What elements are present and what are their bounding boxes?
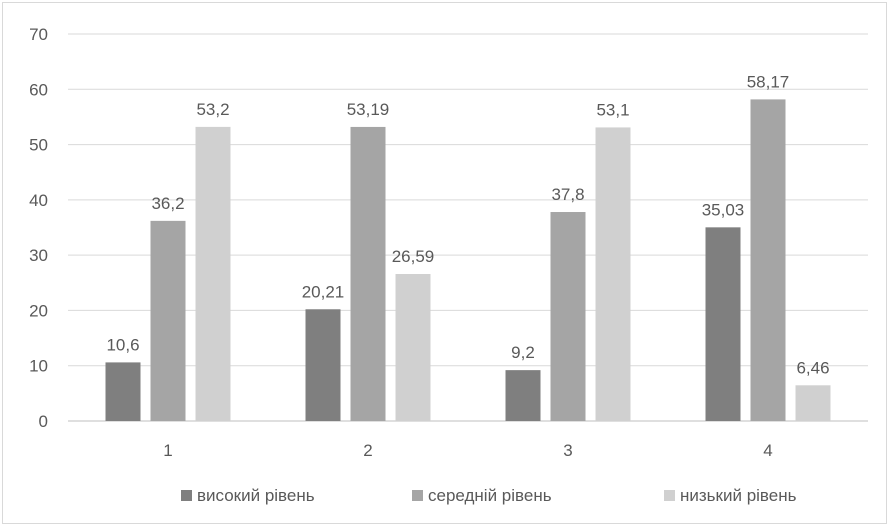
y-tick-label: 70 xyxy=(29,25,48,44)
bar xyxy=(150,220,186,421)
y-tick-label: 20 xyxy=(29,301,48,320)
bar xyxy=(705,227,741,421)
y-axis-ticks: 0 10 20 30 40 50 60 70 xyxy=(29,25,48,431)
bar xyxy=(550,212,586,421)
data-label: 53,2 xyxy=(196,100,229,119)
bar xyxy=(505,370,541,421)
data-label: 58,17 xyxy=(747,72,790,91)
bar xyxy=(395,273,431,421)
data-label: 53,19 xyxy=(347,100,390,119)
data-labels: 10,6 36,2 53,2 20,21 53,19 26,59 9,2 37,8 53,1 35… xyxy=(106,72,829,377)
x-tick-label: 4 xyxy=(763,441,772,460)
bar xyxy=(195,126,231,421)
y-tick-label: 40 xyxy=(29,191,48,210)
bars xyxy=(105,99,831,421)
legend-swatch xyxy=(664,490,675,501)
legend-swatch xyxy=(412,490,423,501)
bar xyxy=(305,309,341,421)
legend-label: високий рівень xyxy=(197,486,315,505)
y-tick-label: 10 xyxy=(29,357,48,376)
data-label: 10,6 xyxy=(106,335,139,354)
bar xyxy=(105,362,141,421)
legend: високий рівень середній рівень низький рів… xyxy=(181,486,797,505)
y-tick-label: 50 xyxy=(29,136,48,155)
x-tick-label: 2 xyxy=(363,441,372,460)
x-tick-label: 1 xyxy=(163,441,172,460)
data-label: 53,1 xyxy=(596,100,629,119)
bar xyxy=(350,126,386,421)
data-label: 6,46 xyxy=(796,358,829,377)
legend-label: середній рівень xyxy=(428,486,552,505)
data-label: 37,8 xyxy=(551,185,584,204)
x-axis-ticks: 1 2 3 4 xyxy=(163,441,772,460)
legend-label: низький рівень xyxy=(680,486,797,505)
data-label: 26,59 xyxy=(392,247,435,266)
gridlines xyxy=(68,33,868,422)
bar xyxy=(750,99,786,421)
x-tick-label: 3 xyxy=(563,441,572,460)
y-tick-label: 30 xyxy=(29,246,48,265)
bar xyxy=(795,385,831,421)
data-label: 9,2 xyxy=(511,343,535,362)
data-label: 20,21 xyxy=(302,282,345,301)
bar xyxy=(595,127,631,421)
data-label: 35,03 xyxy=(702,200,745,219)
y-tick-label: 60 xyxy=(29,80,48,99)
data-label: 36,2 xyxy=(151,194,184,213)
legend-swatch xyxy=(181,490,192,501)
y-tick-label: 0 xyxy=(39,412,48,431)
